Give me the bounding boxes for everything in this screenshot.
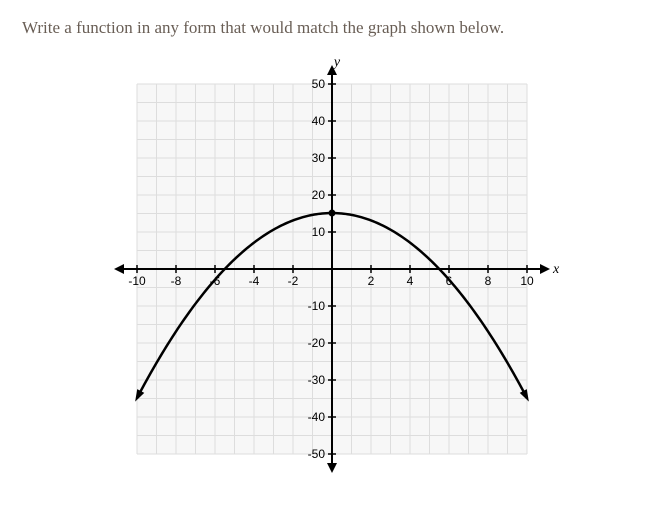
svg-text:-2: -2: [288, 274, 299, 288]
svg-text:30: 30: [312, 151, 326, 165]
svg-text:-50: -50: [308, 447, 326, 461]
svg-text:-10: -10: [128, 274, 146, 288]
svg-text:40: 40: [312, 114, 326, 128]
svg-text:10: 10: [312, 225, 326, 239]
svg-text:10: 10: [520, 274, 534, 288]
svg-text:-40: -40: [308, 410, 326, 424]
chart-svg: xy-10-8-6-4-2246810-50-40-30-20-10102030…: [97, 54, 567, 484]
svg-text:50: 50: [312, 77, 326, 91]
svg-text:-30: -30: [308, 373, 326, 387]
svg-text:-4: -4: [249, 274, 260, 288]
svg-text:-20: -20: [308, 336, 326, 350]
svg-text:8: 8: [485, 274, 492, 288]
svg-text:2: 2: [368, 274, 375, 288]
svg-text:4: 4: [407, 274, 414, 288]
svg-text:y: y: [332, 55, 341, 70]
parabola-chart: xy-10-8-6-4-2246810-50-40-30-20-10102030…: [97, 54, 567, 484]
question-prompt: Write a function in any form that would …: [22, 16, 642, 40]
svg-text:-8: -8: [171, 274, 182, 288]
svg-text:-10: -10: [308, 299, 326, 313]
svg-text:x: x: [552, 262, 560, 277]
svg-text:20: 20: [312, 188, 326, 202]
